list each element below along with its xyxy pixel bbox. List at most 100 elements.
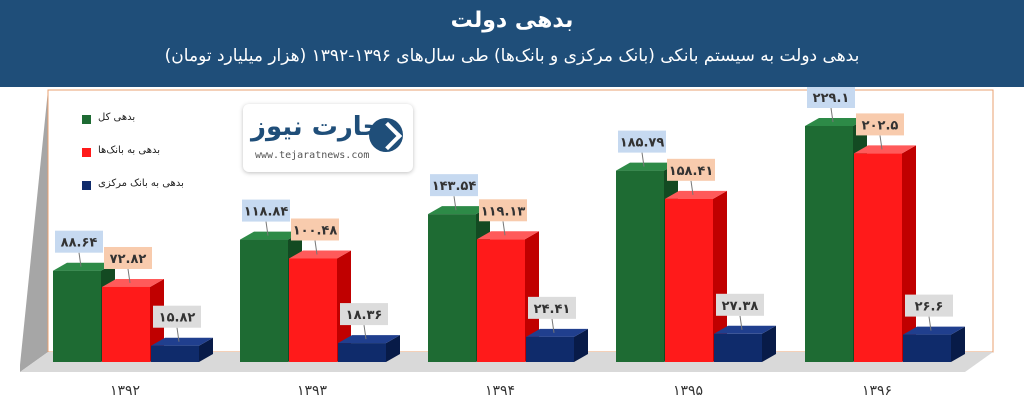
chart-title: بدهی دولت xyxy=(450,8,574,33)
category-label: ۱۳۹۳ xyxy=(297,383,328,399)
chart-header: بدهی دولت بدهی دولت به سیستم بانکی (بانک… xyxy=(0,0,1024,87)
data-label-box xyxy=(104,246,152,269)
legend-label: بدهی به بانک مرکزی xyxy=(98,178,184,189)
data-label-leader xyxy=(928,316,932,331)
chart-side-wall xyxy=(20,90,48,372)
bar xyxy=(240,239,288,362)
bar xyxy=(102,286,150,362)
bar-side xyxy=(951,326,965,362)
data-label: ۲۲۹.۱ xyxy=(813,91,850,106)
tejaratnews-logo: تجارت نیوز www.tejaratnews.com xyxy=(243,104,413,172)
data-label-box xyxy=(807,87,855,108)
bar-side xyxy=(762,325,776,362)
data-label-leader xyxy=(641,152,645,167)
data-label-box xyxy=(528,296,576,319)
data-label-box xyxy=(479,199,527,222)
bar xyxy=(665,198,713,362)
bar xyxy=(854,153,902,362)
bar-top xyxy=(854,145,916,154)
data-label: ۱۸.۳۶ xyxy=(346,308,383,323)
category-label: ۱۳۹۵ xyxy=(673,383,703,399)
data-label-leader xyxy=(830,107,834,123)
bar xyxy=(338,343,386,362)
data-label-leader xyxy=(176,327,180,342)
data-label: ۱۱۹.۱۳ xyxy=(481,204,526,219)
bar-top xyxy=(616,162,678,171)
bar-top xyxy=(665,190,727,199)
chart-legend: بدهی کل بدهی به بانک‌ها بدهی به بانک مرکزی xyxy=(82,112,222,211)
data-label-box xyxy=(905,294,953,317)
data-label-leader xyxy=(78,252,82,267)
category-label: ۱۳۹۶ xyxy=(862,383,892,399)
bar-side xyxy=(199,337,213,362)
data-label-leader xyxy=(127,268,131,284)
bar xyxy=(805,126,853,362)
chart-subtitle: بدهی دولت به سیستم بانکی (بانک مرکزی و ب… xyxy=(164,46,860,66)
bar xyxy=(428,214,476,362)
data-label: ۲۷.۳۸ xyxy=(722,299,759,314)
bar-side xyxy=(574,328,588,362)
data-label-box xyxy=(618,130,666,153)
legend-item: بدهی به بانک‌ها xyxy=(82,145,222,163)
data-label-box xyxy=(430,174,478,197)
data-label: ۲۴.۴۱ xyxy=(534,302,571,317)
bar xyxy=(903,334,951,362)
data-label: ۱۴۳.۵۴ xyxy=(432,179,477,194)
data-label-leader xyxy=(453,196,457,211)
bar-side xyxy=(713,190,727,362)
data-label-box xyxy=(340,303,388,326)
bar xyxy=(151,345,199,362)
bar-top xyxy=(338,335,400,344)
data-label: ۱۸۵.۷۹ xyxy=(620,136,665,151)
data-label-box xyxy=(291,218,339,241)
logo-arrow-icon xyxy=(369,118,403,152)
data-label: ۱۵.۸۲ xyxy=(159,311,196,326)
bar-top xyxy=(151,337,213,346)
data-label: ۲۰۲.۵ xyxy=(862,118,899,133)
data-label-box xyxy=(153,305,201,328)
legend-label: بدهی کل xyxy=(98,112,136,123)
data-label-box xyxy=(667,158,715,181)
data-label-box xyxy=(716,293,764,316)
bar xyxy=(477,239,525,362)
bar-top xyxy=(526,328,588,337)
bar-top xyxy=(714,325,776,334)
bar xyxy=(616,170,664,362)
bar xyxy=(289,258,337,362)
bar-chart: ۸۸.۶۴ ۱۱۸.۸۴ ۱۴۳.۵۴ ۱۸۵.۷۹ ۲۲۹.۱ ۷۲.۸۲ ۱۰۰.۴۸ ۱… xyxy=(20,87,994,399)
bar-side xyxy=(386,335,400,362)
bar-top xyxy=(903,326,965,335)
legend-swatch xyxy=(82,181,91,190)
data-label-leader xyxy=(265,221,269,236)
bar-top xyxy=(805,118,867,126)
data-label: ۸۸.۶۴ xyxy=(61,236,98,251)
data-label: ۷۲.۸۲ xyxy=(110,252,147,267)
bar-top xyxy=(53,262,115,271)
data-label: ۱۰۰.۴۸ xyxy=(293,223,338,238)
logo-site-text: www.tejaratnews.com xyxy=(255,150,370,161)
legend-swatch xyxy=(82,148,91,157)
data-label-leader xyxy=(502,221,506,236)
data-label-leader xyxy=(739,315,743,330)
data-label-leader xyxy=(690,180,694,195)
data-label-leader xyxy=(879,135,883,150)
logo-brand-text: تجارت نیوز xyxy=(251,112,392,142)
bar-top xyxy=(428,206,490,215)
bar xyxy=(714,333,762,362)
category-label: ۱۳۹۲ xyxy=(110,383,140,399)
legend-item: بدهی به بانک مرکزی xyxy=(82,178,222,196)
bar-top xyxy=(289,250,351,259)
category-label: ۱۳۹۴ xyxy=(485,383,515,399)
bar xyxy=(53,270,101,362)
data-label-leader xyxy=(551,318,555,333)
bar xyxy=(526,336,574,362)
bar-top xyxy=(102,278,164,287)
bar-side xyxy=(525,231,539,362)
data-label-box xyxy=(856,113,904,136)
bar-top xyxy=(477,231,539,240)
data-label-box xyxy=(55,230,103,253)
data-label: ۱۵۸.۴۱ xyxy=(669,164,714,179)
data-label-leader xyxy=(363,325,367,340)
legend-item: بدهی کل xyxy=(82,112,222,130)
legend-swatch xyxy=(82,115,91,124)
